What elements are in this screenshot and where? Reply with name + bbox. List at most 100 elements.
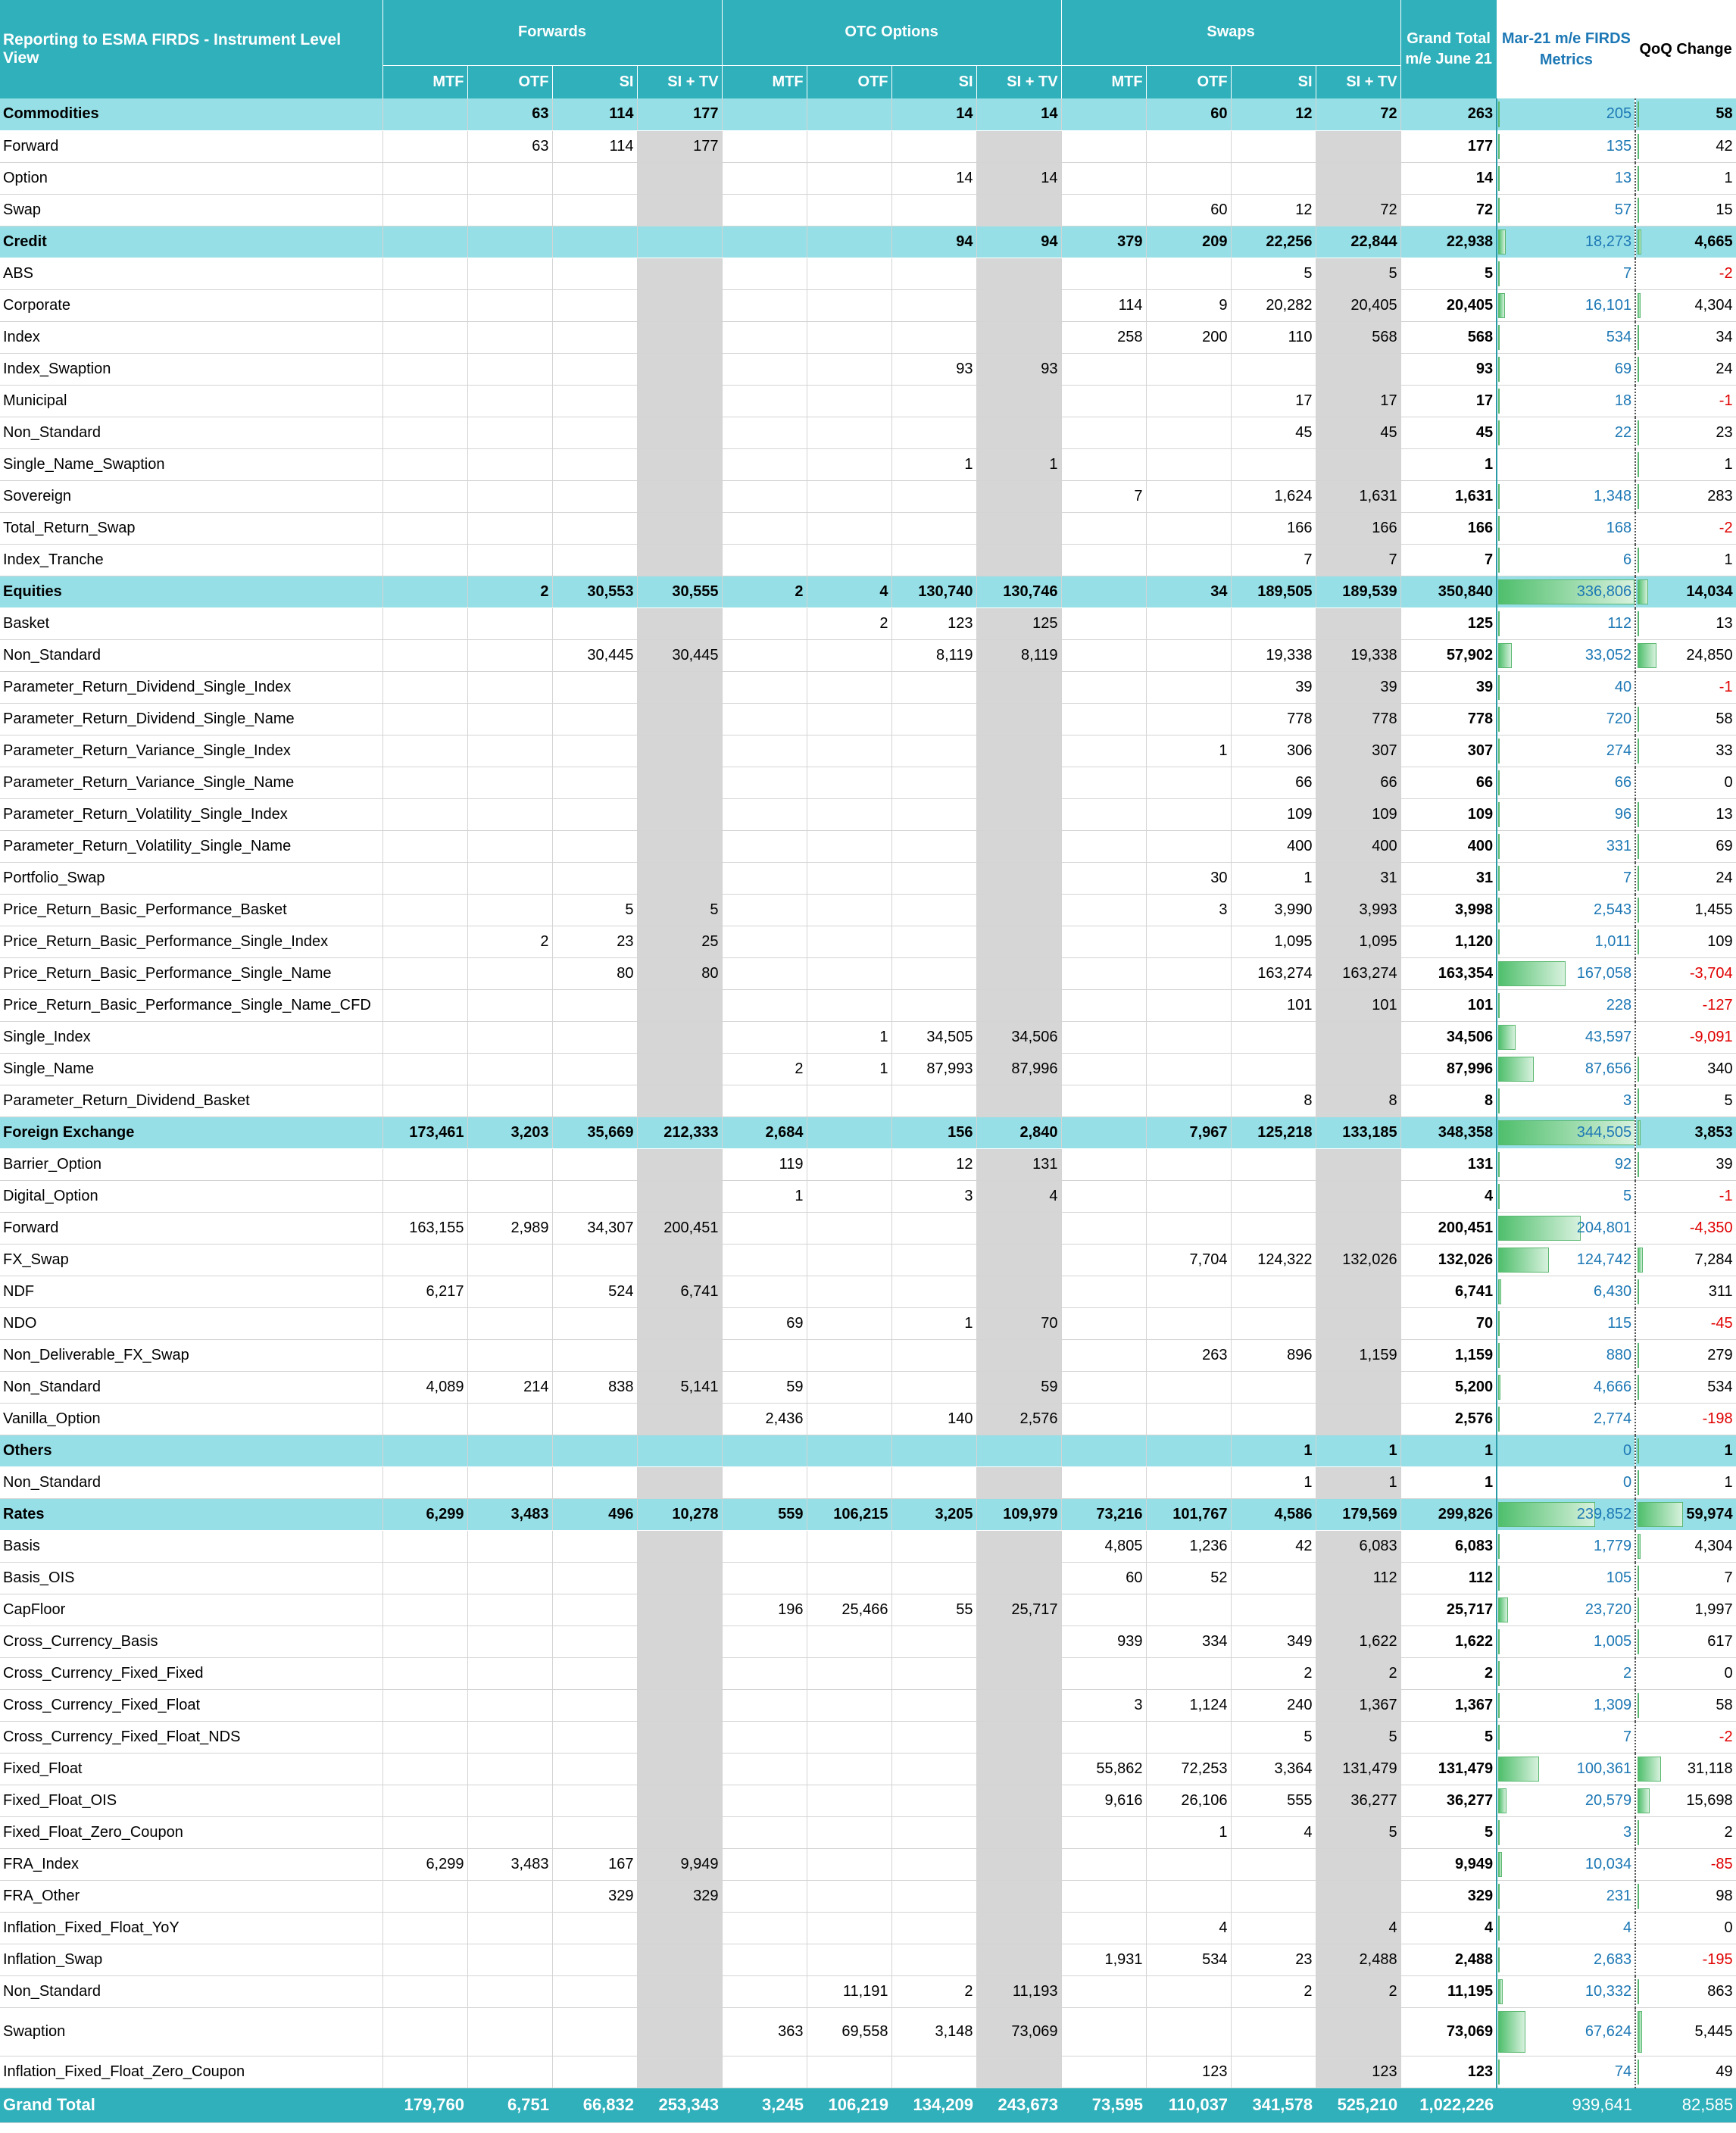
qoq-cell: -9,091: [1635, 1021, 1736, 1054]
qoq-cell: 7,284: [1635, 1244, 1736, 1276]
qoq-value: 5: [1724, 1091, 1733, 1109]
qoq-value: -85: [1710, 1855, 1733, 1872]
cell-otf: [807, 862, 892, 895]
cell-si-tv: [1316, 607, 1401, 640]
cell-si: [552, 194, 638, 226]
grand-total-cell: 11,195: [1400, 1975, 1498, 2008]
cell-otf: [467, 671, 553, 704]
cell-otf: 4: [1146, 1912, 1232, 1944]
metrics-databar: [1498, 1565, 1500, 1591]
qoq-cell: 42: [1635, 130, 1736, 163]
cell-mtf: [382, 703, 468, 735]
qoq-databar: [1635, 388, 1637, 414]
cell-otf: [807, 480, 892, 513]
table-row: Cross_Currency_Fixed_Float 3 1,124 240 1,367…: [0, 1689, 1736, 1722]
cell-otf: [807, 1689, 892, 1722]
cell-otf: [807, 1912, 892, 1944]
cell-otf: 6,751: [467, 2088, 552, 2123]
row-label: Price_Return_Basic_Performance_Single_Na…: [0, 957, 383, 990]
cell-si-tv: [976, 894, 1062, 926]
cell-otf: [1146, 258, 1232, 290]
cell-si-tv: [976, 1944, 1062, 1976]
cell-mtf: [1061, 735, 1147, 767]
cell-si-tv: [637, 1244, 723, 1276]
cell-si: [891, 862, 977, 895]
cell-si-tv: 14: [976, 162, 1062, 195]
cell-otf: [1146, 1053, 1232, 1085]
metrics-cell: 10,332: [1497, 1975, 1637, 2008]
cell-otf: [467, 1562, 553, 1594]
cell-otf: 3,483: [467, 1498, 553, 1531]
qoq-value: 58: [1716, 1696, 1733, 1713]
qoq-cell: 24: [1635, 862, 1736, 895]
grand-total-cell: 1,022,226: [1400, 2088, 1497, 2123]
cell-mtf: [722, 671, 807, 704]
cell-otf: [807, 130, 892, 163]
metrics-cell: 115: [1497, 1307, 1637, 1340]
metrics-value: 0: [1622, 1441, 1632, 1459]
metrics-cell: 124,742: [1497, 1244, 1637, 1276]
cell-si: [552, 353, 638, 386]
cell-mtf: [1061, 1180, 1147, 1213]
cell-otf: [1146, 1975, 1232, 2008]
cell-mtf: [1061, 1816, 1147, 1849]
cell-si: 7: [1231, 544, 1316, 576]
table-row: Basket 2 123 125 125 112 13: [0, 607, 1736, 640]
cell-si: 400: [1231, 830, 1316, 863]
cell-mtf: [722, 894, 807, 926]
grand-total-cell: 1: [1400, 448, 1498, 481]
cell-mtf: [382, 1180, 468, 1213]
qoq-cell: 311: [1635, 1276, 1736, 1308]
cell-si-tv: 189,539: [1316, 576, 1401, 608]
cell-mtf: [1061, 1880, 1147, 1913]
cell-si: 124,322: [1231, 1244, 1316, 1276]
cell-si-tv: [976, 1626, 1062, 1658]
cell-otf: 3,483: [467, 1848, 553, 1881]
qoq-value: 24: [1716, 360, 1733, 377]
qoq-cell: 7: [1635, 1562, 1736, 1594]
qoq-cell: 1: [1635, 544, 1736, 576]
cell-mtf: [1061, 1848, 1147, 1881]
cell-si-tv: [637, 1689, 723, 1722]
cell-mtf: [722, 1562, 807, 1594]
cell-mtf: [382, 862, 468, 895]
cell-si-tv: [637, 989, 723, 1022]
cell-otf: [807, 798, 892, 831]
qoq-value: 1: [1724, 169, 1733, 186]
cell-si-tv: [637, 798, 723, 831]
cell-otf: [467, 1403, 553, 1435]
metrics-databar: [1498, 1183, 1500, 1209]
cell-mtf: 179,760: [382, 2088, 467, 2123]
metrics-databar: [1498, 1915, 1500, 1941]
qoq-cell: 1,455: [1635, 894, 1736, 926]
qoq-cell: 109: [1635, 926, 1736, 958]
cell-otf: [807, 639, 892, 672]
cell-si-tv: [637, 862, 723, 895]
qoq-value: 34: [1716, 328, 1733, 345]
table-row: Non_Standard 30,445 30,445 8,119 8,119 19,338…: [0, 639, 1736, 672]
table-row: Barrier_Option 119 12 131 131 92 39: [0, 1148, 1736, 1181]
cell-si: [552, 703, 638, 735]
cell-si-tv: 1,367: [1316, 1689, 1401, 1722]
cell-otf: 1: [1146, 735, 1232, 767]
grand-total-cell: 1,120: [1400, 926, 1498, 958]
cell-otf: [467, 480, 553, 513]
metrics-databar: [1498, 101, 1500, 127]
qoq-cell: -4,350: [1635, 1212, 1736, 1245]
cell-si: [552, 512, 638, 545]
cell-mtf: [382, 2007, 468, 2056]
cell-si: [891, 289, 977, 322]
qoq-value: 39: [1716, 1155, 1733, 1173]
cell-mtf: [722, 321, 807, 354]
row-label: Price_Return_Basic_Performance_Single_Na…: [0, 989, 383, 1022]
subheader-mtf: MTF: [382, 64, 468, 98]
cell-si: [552, 862, 638, 895]
cell-si: 12: [1231, 98, 1316, 131]
metrics-cell: 1,011: [1497, 926, 1637, 958]
cell-otf: 52: [1146, 1562, 1232, 1594]
qoq-value: 24,850: [1686, 646, 1733, 664]
cell-si: 80: [552, 957, 638, 990]
cell-otf: 1: [1146, 1816, 1232, 1849]
metrics-cell: 231: [1497, 1880, 1637, 1913]
row-label: Corporate: [0, 289, 383, 322]
